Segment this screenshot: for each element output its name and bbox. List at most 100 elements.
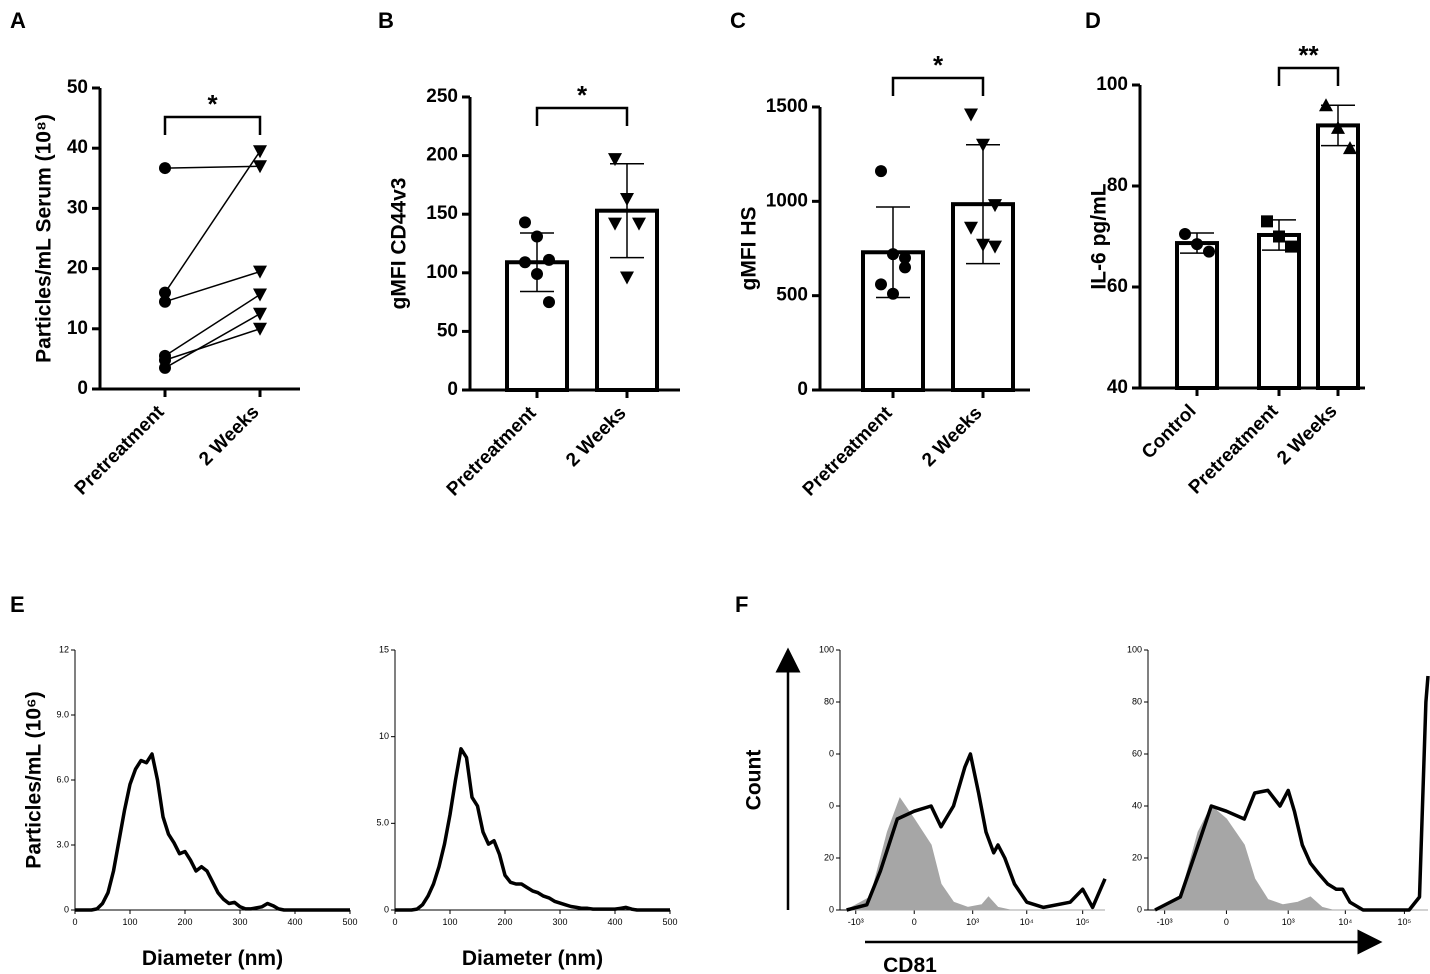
x-tick-label: 10⁵ <box>1076 917 1090 927</box>
data-point <box>543 253 555 266</box>
y-axis-label: IL-6 pg/mL <box>1088 183 1111 289</box>
data-point <box>632 217 646 231</box>
panel-label: E <box>10 592 25 617</box>
isotype-area <box>846 797 1105 911</box>
panel-label: A <box>10 8 26 33</box>
x-tick-label: 100 <box>442 917 457 927</box>
data-point <box>899 251 911 264</box>
significance-label: ** <box>1298 40 1319 70</box>
x-tick-label: 10⁵ <box>1398 917 1412 927</box>
y-tick-label: 250 <box>426 86 458 107</box>
x-tick-label: 300 <box>552 917 567 927</box>
y-tick-label: 0 <box>829 748 834 758</box>
data-point <box>253 322 267 336</box>
data-point <box>253 160 267 174</box>
significance-label: * <box>577 80 588 110</box>
x-axis-label: Diameter (nm) <box>142 947 283 970</box>
data-point <box>159 286 171 299</box>
bar <box>1175 241 1219 390</box>
y-tick-label: 80 <box>1132 696 1142 706</box>
x-axis-label: CD81 <box>883 954 937 974</box>
data-point <box>1203 245 1215 258</box>
data-point <box>531 267 543 280</box>
x-tick-label: 400 <box>607 917 622 927</box>
y-tick-label: 0 <box>829 904 834 914</box>
data-point <box>519 256 531 269</box>
data-point <box>608 153 622 167</box>
y-tick-label: 0 <box>829 800 834 810</box>
data-point <box>543 296 555 309</box>
y-tick-label: 1000 <box>766 190 808 211</box>
y-tick-label: 10 <box>379 731 389 741</box>
y-tick-label: 0 <box>384 904 389 914</box>
y-tick-label: 100 <box>819 644 834 654</box>
significance-bracket <box>891 76 985 96</box>
y-tick-label: 500 <box>776 285 808 306</box>
x-tick-label: 200 <box>497 917 512 927</box>
x-tick-label: 10³ <box>1282 917 1295 927</box>
significance-label: * <box>933 50 944 80</box>
y-tick-label: 60 <box>1132 748 1142 758</box>
data-point <box>531 230 543 243</box>
y-tick-label: 200 <box>426 145 458 166</box>
x-tick-label: Pretreatment <box>71 401 169 499</box>
pair-line <box>164 270 261 303</box>
bar <box>1257 232 1301 390</box>
data-point <box>887 287 899 300</box>
data-point <box>976 238 990 252</box>
y-tick-label: 20 <box>1132 852 1142 862</box>
y-tick-label: 0 <box>797 379 808 400</box>
y-axis-label: gMFI CD44v3 <box>388 178 411 310</box>
x-tick-label: 2 Weeks <box>918 403 986 471</box>
x-tick-label: 10⁴ <box>1338 917 1352 927</box>
pair-line <box>164 313 261 369</box>
significance-bracket <box>1277 66 1340 86</box>
data-point <box>964 108 978 122</box>
x-tick-label: Pretreatment <box>799 402 897 500</box>
data-point <box>976 138 990 152</box>
data-point <box>1285 240 1297 253</box>
y-tick-label: 0 <box>64 904 69 914</box>
y-tick-label: 5.0 <box>376 818 389 828</box>
data-point <box>1179 227 1191 240</box>
data-point <box>159 162 171 175</box>
y-tick-label: 80 <box>824 696 834 706</box>
histogram-line <box>1154 675 1430 912</box>
data-point <box>253 145 267 159</box>
panel-label: B <box>378 8 394 33</box>
y-tick-label: 20 <box>67 258 88 279</box>
data-point <box>620 271 634 285</box>
pair-line <box>164 150 261 294</box>
y-tick-label: 60 <box>1107 276 1128 297</box>
size-curve <box>75 752 350 912</box>
y-tick-label: 150 <box>426 203 458 224</box>
y-tick-label: 3.0 <box>56 839 69 849</box>
data-point <box>875 278 887 291</box>
data-point <box>988 199 1002 213</box>
x-tick-label: 0 <box>72 917 77 927</box>
data-point <box>1319 98 1333 112</box>
x-tick-label: 400 <box>287 917 302 927</box>
significance-bracket <box>535 106 629 126</box>
significance-label: * <box>207 89 218 119</box>
pair-line <box>164 328 261 361</box>
y-axis-label: Particles/mL Serum (10⁸) <box>33 114 56 363</box>
x-tick-label: -10³ <box>1157 917 1173 927</box>
y-axis-label: Count <box>743 750 766 811</box>
y-tick-label: 10 <box>67 318 88 339</box>
data-point <box>253 307 267 321</box>
isotype-area <box>1154 805 1428 911</box>
y-tick-label: 0 <box>77 378 88 399</box>
data-point <box>253 265 267 279</box>
x-axis-label: Diameter (nm) <box>462 947 603 970</box>
data-point <box>620 192 634 206</box>
y-tick-label: 50 <box>437 320 458 341</box>
x-tick-label: 300 <box>232 917 247 927</box>
y-axis-label: gMFI HS <box>738 207 761 291</box>
data-point <box>964 221 978 235</box>
significance-bracket <box>163 115 262 135</box>
bar <box>1316 123 1360 391</box>
panel-label: D <box>1085 8 1101 33</box>
y-tick-label: 0 <box>1137 904 1142 914</box>
x-tick-label: 500 <box>342 917 357 927</box>
